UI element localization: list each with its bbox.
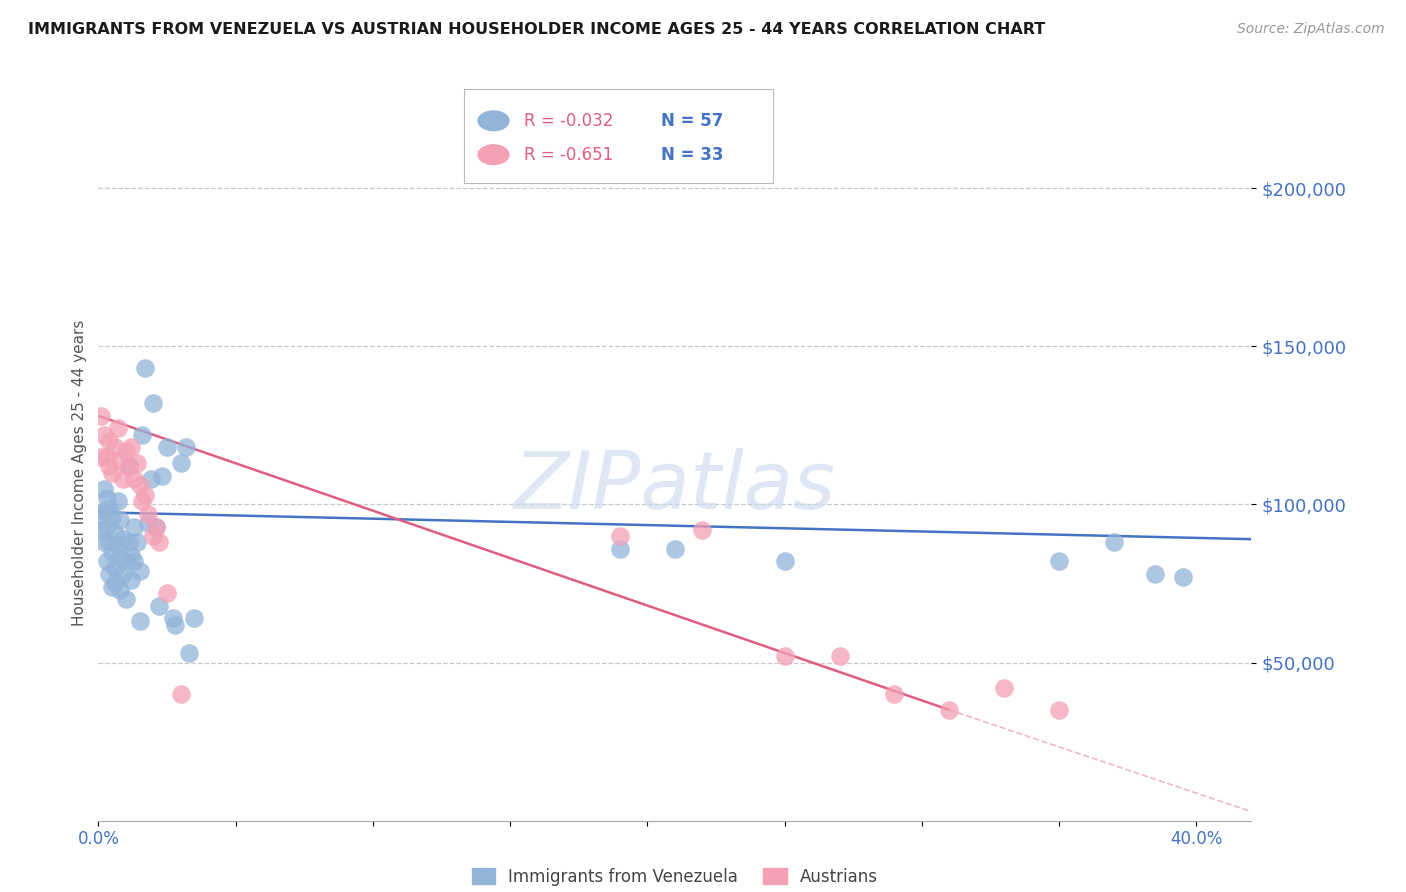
Point	[773, 649, 796, 664]
Point	[101, 466, 124, 480]
Point	[139, 472, 162, 486]
Y-axis label: Householder Income Ages 25 - 44 years: Householder Income Ages 25 - 44 years	[72, 319, 87, 626]
Point	[183, 611, 205, 625]
Point	[115, 443, 138, 458]
Text: ZIPatlas: ZIPatlas	[513, 448, 837, 525]
Point	[96, 450, 118, 464]
Point	[131, 427, 153, 442]
Point	[120, 548, 142, 562]
Point	[93, 535, 115, 549]
Legend: Immigrants from Venezuela, Austrians: Immigrants from Venezuela, Austrians	[465, 861, 884, 892]
Point	[104, 560, 127, 574]
Point	[112, 566, 135, 581]
Point	[98, 500, 121, 515]
Text: R = -0.032: R = -0.032	[524, 112, 614, 129]
Point	[101, 510, 124, 524]
Point	[101, 580, 124, 594]
Point	[112, 532, 135, 546]
Point	[125, 535, 148, 549]
Point	[98, 535, 121, 549]
Point	[107, 421, 129, 435]
Point	[136, 516, 159, 531]
Point	[993, 681, 1015, 695]
Point	[117, 459, 139, 474]
Point	[162, 611, 184, 625]
Point	[136, 507, 159, 521]
Text: N = 33: N = 33	[661, 145, 723, 163]
Point	[156, 586, 179, 600]
Point	[90, 409, 112, 423]
Point	[117, 535, 139, 549]
Point	[122, 472, 145, 486]
Point	[170, 456, 193, 470]
Point	[90, 507, 112, 521]
Point	[122, 554, 145, 568]
Point	[104, 441, 127, 455]
Point	[142, 396, 165, 410]
Point	[664, 541, 686, 556]
Point	[609, 529, 631, 543]
Point	[90, 523, 112, 537]
Point	[170, 687, 193, 701]
Point	[98, 434, 121, 449]
Point	[145, 519, 167, 533]
Point	[120, 441, 142, 455]
Point	[117, 459, 139, 474]
Point	[115, 554, 138, 568]
Point	[128, 564, 150, 578]
Point	[90, 450, 112, 464]
Point	[148, 599, 170, 613]
Point	[98, 566, 121, 581]
Point	[122, 519, 145, 533]
Point	[145, 519, 167, 533]
Point	[107, 539, 129, 553]
Point	[110, 582, 132, 597]
Point	[609, 541, 631, 556]
Point	[104, 525, 127, 540]
Point	[93, 427, 115, 442]
Point	[165, 617, 187, 632]
Point	[148, 535, 170, 549]
Point	[93, 504, 115, 518]
Point	[692, 523, 714, 537]
Text: R = -0.651: R = -0.651	[524, 145, 613, 163]
Point	[938, 703, 960, 717]
Point	[110, 513, 132, 527]
Point	[101, 545, 124, 559]
Point	[104, 576, 127, 591]
Point	[1102, 535, 1125, 549]
Point	[1171, 570, 1194, 584]
Point	[112, 472, 135, 486]
Point	[150, 469, 173, 483]
Point	[1047, 554, 1070, 568]
Point	[110, 551, 132, 566]
Point	[131, 494, 153, 508]
Point	[883, 687, 905, 701]
Point	[134, 488, 156, 502]
Point	[128, 615, 150, 629]
Point	[1047, 703, 1070, 717]
Point	[107, 494, 129, 508]
Point	[93, 482, 115, 496]
Point	[120, 574, 142, 588]
Point	[134, 361, 156, 376]
Point	[1144, 566, 1167, 581]
Point	[96, 554, 118, 568]
Point	[828, 649, 851, 664]
Point	[125, 456, 148, 470]
Point	[110, 453, 132, 467]
Text: N = 57: N = 57	[661, 112, 723, 129]
Point	[96, 519, 118, 533]
Point	[96, 491, 118, 505]
Point	[174, 441, 197, 455]
Text: Source: ZipAtlas.com: Source: ZipAtlas.com	[1237, 22, 1385, 37]
Point	[98, 459, 121, 474]
Point	[773, 554, 796, 568]
Point	[142, 529, 165, 543]
Point	[177, 646, 200, 660]
Point	[156, 441, 179, 455]
Point	[128, 478, 150, 492]
Point	[115, 592, 138, 607]
Text: IMMIGRANTS FROM VENEZUELA VS AUSTRIAN HOUSEHOLDER INCOME AGES 25 - 44 YEARS CORR: IMMIGRANTS FROM VENEZUELA VS AUSTRIAN HO…	[28, 22, 1046, 37]
